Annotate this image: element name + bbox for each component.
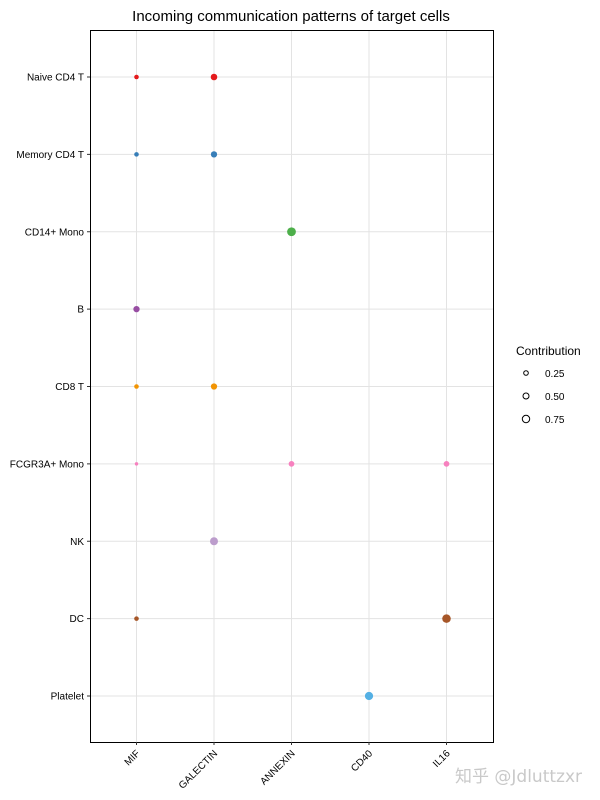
legend-title: Contribution xyxy=(516,344,581,358)
y-tick-label: NK xyxy=(70,537,84,548)
data-point xyxy=(442,614,451,623)
data-point xyxy=(210,151,218,158)
y-tick-label: B xyxy=(77,305,84,316)
x-tick-label: GALECTIN xyxy=(177,748,220,791)
data-point xyxy=(288,461,295,467)
data-point xyxy=(134,384,139,389)
data-point xyxy=(443,461,450,467)
legend-label: 0.25 xyxy=(545,369,565,380)
legend-key xyxy=(521,414,531,424)
data-point xyxy=(210,383,218,390)
watermark: 知乎 @Jdluttzxr xyxy=(455,767,583,787)
y-tick-label: CD14+ Mono xyxy=(25,227,85,238)
y-tick-label: Platelet xyxy=(51,692,85,703)
x-tick-label: IL16 xyxy=(431,748,453,770)
x-tick-label: CD40 xyxy=(349,748,375,774)
data-point xyxy=(134,616,139,621)
chart-title: Incoming communication patterns of targe… xyxy=(132,8,450,25)
data-point xyxy=(134,462,139,466)
data-point xyxy=(364,691,374,701)
y-tick-label: DC xyxy=(70,614,84,625)
legend-label: 0.75 xyxy=(545,415,565,426)
legend-key xyxy=(523,370,529,376)
legend: Contribution 0.25 0.50 0.75 xyxy=(516,344,581,426)
data-point xyxy=(133,305,140,313)
legend-key xyxy=(522,392,530,400)
y-tick-label: FCGR3A+ Mono xyxy=(10,459,85,470)
x-tick-label: MIF xyxy=(123,748,143,768)
y-tick-label: Naive CD4 T xyxy=(27,73,84,84)
x-axis: MIF GALECTIN ANNEXIN CD40 IL16 xyxy=(123,742,453,791)
legend-label: 0.50 xyxy=(545,392,565,403)
y-axis: Naive CD4 T Memory CD4 T CD14+ Mono B CD8 T F… xyxy=(10,73,90,703)
data-point xyxy=(134,74,139,80)
grid xyxy=(90,30,493,742)
x-tick-label: ANNEXIN xyxy=(258,748,297,787)
data-point xyxy=(287,227,296,237)
points xyxy=(133,73,451,701)
data-point xyxy=(134,152,139,157)
data-point xyxy=(210,537,218,546)
y-tick-label: CD8 T xyxy=(55,382,84,393)
y-tick-label: Memory CD4 T xyxy=(16,150,84,161)
data-point xyxy=(210,73,218,81)
